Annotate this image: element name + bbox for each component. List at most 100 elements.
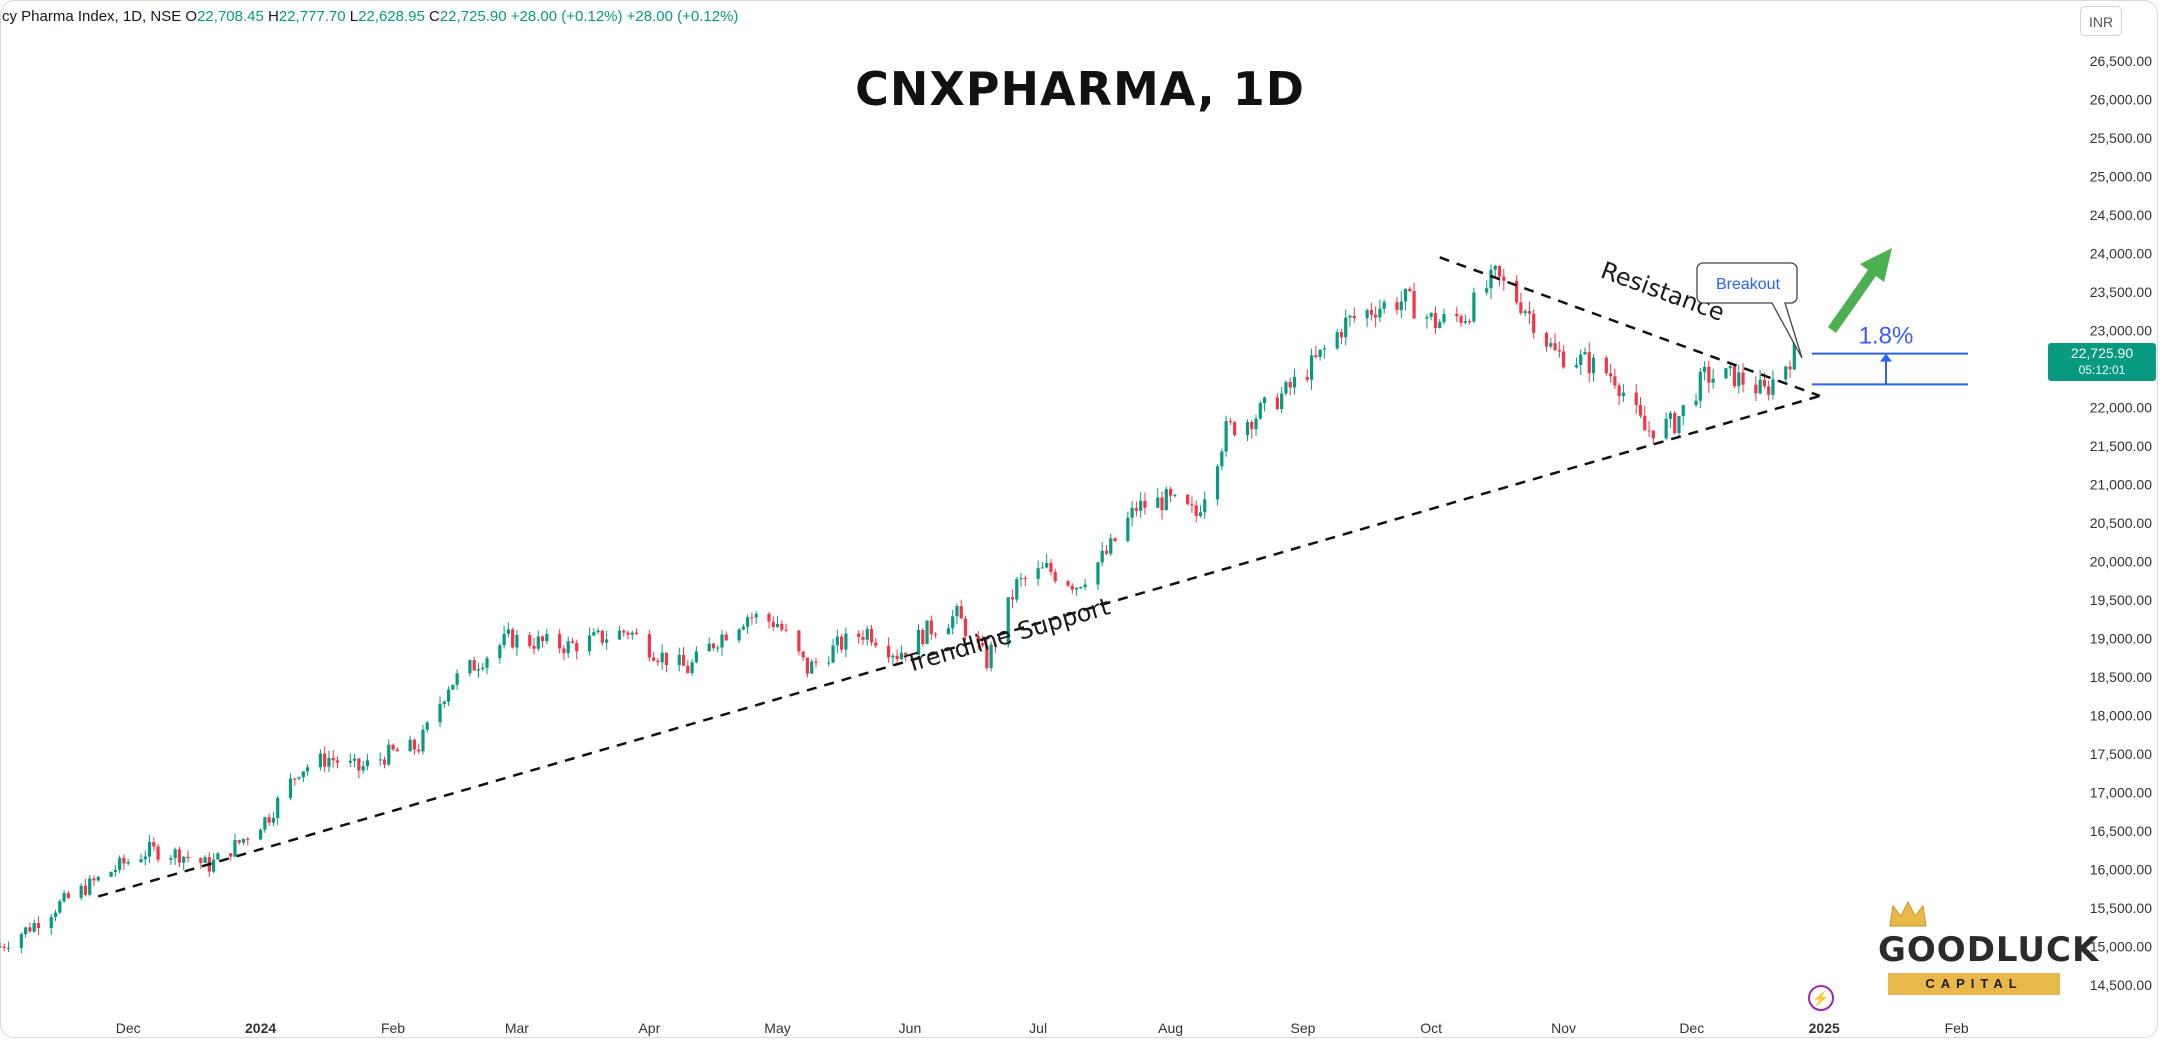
candle-body — [1515, 280, 1519, 303]
candle-body — [293, 778, 297, 780]
candle-body — [780, 623, 784, 630]
candle-body — [622, 630, 626, 633]
candle-body — [1523, 311, 1527, 314]
x-tick-label: May — [764, 1020, 790, 1036]
candle-body — [263, 817, 267, 830]
candle-body — [899, 652, 904, 660]
candle-body — [1079, 587, 1083, 589]
candle-body — [1762, 379, 1767, 387]
candle-body — [835, 636, 839, 646]
x-tick-label: Oct — [1420, 1020, 1442, 1036]
breakout-callout[interactable] — [1696, 262, 1803, 359]
x-tick-label: Apr — [638, 1020, 660, 1036]
candle-body — [575, 642, 579, 652]
symbol-info-bar: cy Pharma Index, 1D, NSE O22,708.45 H22,… — [2, 8, 738, 25]
candle-body — [1344, 317, 1348, 338]
candle-body — [660, 652, 664, 663]
candle-body — [1352, 315, 1356, 319]
candle-body — [1186, 494, 1190, 505]
time-axis[interactable]: Dec 2024 Feb Mar Apr May Jun Jul Aug Sep Oct Nov Dec… — [116, 1020, 1969, 1036]
candle-body — [1583, 352, 1587, 355]
candle-body — [1403, 288, 1408, 302]
candle-body — [946, 628, 951, 635]
trendline-support[interactable] — [97, 394, 1821, 898]
candle-body — [1463, 321, 1467, 323]
candle-body — [1408, 288, 1412, 292]
flash-icon[interactable]: ⚡ — [1808, 985, 1834, 1011]
candle-body — [1442, 313, 1446, 323]
candle-body — [19, 934, 23, 948]
candle-body — [515, 635, 519, 648]
candle-body — [1519, 302, 1523, 314]
candle-body — [707, 643, 711, 652]
y-tick-label: 23,000.00 — [2090, 323, 2152, 339]
logo-subtitle: CAPITAL — [1888, 973, 2060, 995]
price-axis[interactable]: 14,500.00 15,000.00 15,500.00 16,000.00 16,5… — [2090, 53, 2152, 993]
candle-body — [1250, 422, 1254, 430]
candle-body — [1553, 343, 1557, 351]
candle-body — [1532, 313, 1536, 333]
candle-body — [113, 869, 117, 873]
candle-body — [92, 878, 96, 881]
y-tick-label: 20,500.00 — [2090, 515, 2152, 531]
candle-body — [1698, 371, 1702, 401]
candle-body — [1365, 310, 1369, 319]
candle-body — [96, 876, 100, 881]
candle-body — [754, 614, 758, 618]
candle-body — [1262, 397, 1267, 404]
candle-body — [1493, 265, 1497, 270]
candle-body — [536, 636, 540, 649]
close-label: C — [429, 8, 440, 25]
candle-body — [566, 641, 570, 654]
candle-body — [246, 838, 250, 840]
candle-body — [66, 893, 70, 898]
candle-body — [1425, 316, 1429, 319]
candle-body — [1643, 415, 1647, 431]
candle-body — [1374, 314, 1378, 318]
y-tick-label: 15,500.00 — [2090, 900, 2152, 916]
candle-body — [1220, 451, 1224, 467]
candle-body — [481, 667, 485, 670]
y-tick-label: 24,000.00 — [2090, 246, 2152, 262]
candle-body — [528, 635, 532, 646]
resistance-line[interactable] — [1439, 256, 1821, 398]
candle-body — [831, 645, 835, 663]
breakout-label: Breakout — [1716, 276, 1781, 293]
candle-body — [468, 660, 472, 674]
range-arrowhead — [1880, 353, 1892, 362]
currency-button[interactable]: INR — [2080, 6, 2122, 36]
candle-body — [212, 859, 216, 872]
candle-body — [147, 842, 152, 857]
y-tick-label: 26,500.00 — [2090, 53, 2152, 69]
candle-body — [1668, 413, 1673, 419]
candle-body — [139, 859, 143, 863]
candle-body — [412, 739, 416, 750]
candle-body — [1164, 489, 1168, 511]
candle-body — [506, 629, 510, 634]
candle-body — [1369, 310, 1373, 315]
candle-body — [1459, 316, 1463, 323]
candle-body — [694, 651, 698, 663]
x-tick-label: Feb — [1945, 1020, 1969, 1036]
crown-icon — [1889, 900, 1927, 927]
candle-body — [1335, 332, 1339, 349]
candle-body — [1203, 499, 1207, 513]
x-tick-label: 2024 — [245, 1020, 276, 1036]
change-value-2: +28.00 (+0.12%) — [626, 8, 739, 25]
candle-body — [318, 753, 323, 768]
candle-body — [605, 639, 609, 643]
candle-body — [438, 703, 442, 723]
candle-body — [1681, 405, 1685, 417]
candle-body — [1143, 500, 1147, 508]
low-label: L — [349, 8, 359, 25]
candle-body — [1160, 497, 1164, 511]
candle-body — [1224, 421, 1228, 452]
candle-body — [1019, 578, 1023, 580]
candle-body — [746, 617, 750, 627]
candle-body — [1707, 366, 1711, 383]
candle-body — [720, 634, 724, 648]
candle-body — [955, 606, 959, 617]
